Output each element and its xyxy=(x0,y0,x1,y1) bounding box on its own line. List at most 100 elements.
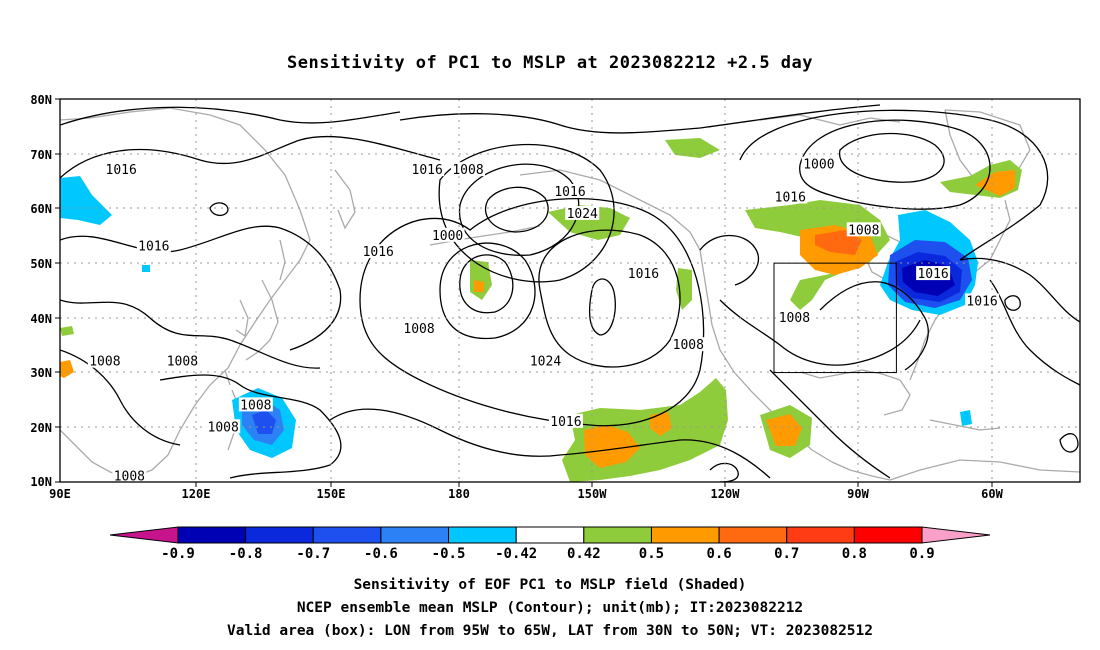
contour-arctic-1 xyxy=(60,106,401,126)
contour-label-text: 1016 xyxy=(628,267,659,282)
shade-pos-japan xyxy=(60,326,74,336)
shade-pos-mexico-orange xyxy=(766,414,802,446)
contour-label-text: 1016 xyxy=(363,245,394,260)
colorbar-legend: -0.9 -0.8 -0.7 -0.6 -0.5 -0.42 0.42 0.5 0.6 0.7 0.… xyxy=(109,526,991,562)
coast-sakhalin xyxy=(279,239,286,281)
lon-label: 180 xyxy=(448,487,470,501)
contour-arctic-low-1000 xyxy=(839,132,945,183)
coast-central-america xyxy=(831,461,891,481)
lat-label: 70N xyxy=(30,148,52,162)
contour-east-asia-3 xyxy=(159,374,342,479)
lon-label: 90E xyxy=(49,487,71,501)
contour-atlantic-1016-a xyxy=(959,257,1080,323)
contour-label: 1008 xyxy=(87,353,122,370)
colorbar-segments xyxy=(177,526,923,544)
shade-pos-central-pacific-orange xyxy=(584,425,640,468)
longitude-axis: 90E 120E 150E 180 150W 120W 90W 60W xyxy=(49,482,1004,501)
contour-label-text: 1008 xyxy=(452,163,483,178)
coast-south-america xyxy=(889,459,1080,481)
contour-label: 1016 xyxy=(916,266,951,282)
contour-pacific-low-2-1016 xyxy=(439,242,536,340)
shade-neg-small-west xyxy=(142,265,150,272)
contour-label: 1016 xyxy=(136,238,171,255)
colorbar-segment xyxy=(448,526,517,544)
colorbar-tick-label: -0.8 xyxy=(229,546,263,562)
contour-label: 1008 xyxy=(402,320,437,337)
contour-label: 1008 xyxy=(238,397,273,413)
contour-label-text: 1016 xyxy=(917,267,948,282)
contour-label-text: 1008 xyxy=(167,355,198,370)
contour-label-text: 1016 xyxy=(966,294,997,309)
contour-east-asia-2 xyxy=(60,349,181,446)
valid-area-box xyxy=(773,262,897,374)
colorbar-segment xyxy=(515,526,585,544)
coast-alaska xyxy=(519,169,701,251)
contour-label-text: 1008 xyxy=(89,355,120,370)
colorbar-segment xyxy=(583,526,652,544)
contour-label: 1016 xyxy=(773,189,808,205)
contour-east-asia-1 xyxy=(60,299,321,369)
colorbar-tick-label: 0.5 xyxy=(639,546,664,562)
contour-label: 1024 xyxy=(528,353,563,370)
contour-label-text: 1000 xyxy=(803,158,834,173)
lat-label: 20N xyxy=(30,421,52,435)
colorbar-left-tip xyxy=(109,526,179,544)
caption-line-3: Valid area (box): LON from 95W to 65W, L… xyxy=(227,623,873,639)
map-frame xyxy=(59,98,1081,483)
contour-west-coast xyxy=(699,235,760,286)
lat-label: 10N xyxy=(30,475,52,489)
colorbar-segment xyxy=(380,526,450,544)
lat-label: 60N xyxy=(30,202,52,216)
contour-label: 1008 xyxy=(777,309,812,326)
contour-label: 1000 xyxy=(430,227,465,244)
map-plot-area: 1016 1016 1016 1016 1008 1000 1016 1024 1008 1024… xyxy=(59,98,1081,485)
lat-label: 30N xyxy=(30,366,52,380)
contour-arctic-low-1016 xyxy=(739,109,1049,261)
contour-na-trough xyxy=(819,281,929,371)
shade-pos-central-pacific-orange2 xyxy=(650,412,672,436)
contour-siberia-1 xyxy=(60,225,342,351)
caption-line-2: NCEP ensemble mean MSLP (Contour); unit(… xyxy=(297,600,803,616)
lat-label: 40N xyxy=(30,312,52,326)
colorbar-tick-label: 0.42 xyxy=(567,546,601,562)
lon-label: 60W xyxy=(981,487,1003,501)
contour-label: 1016 xyxy=(104,162,139,178)
contour-label: 1024 xyxy=(565,205,600,222)
contour-label: 1008 xyxy=(206,419,241,435)
contour-label: 1016 xyxy=(965,293,1000,309)
colorbar-tick-label: 0.6 xyxy=(706,546,731,562)
contour-label-text: 1008 xyxy=(208,420,239,435)
contour-label-text: 1016 xyxy=(412,163,443,178)
coast-kamchatka xyxy=(334,169,356,230)
colorbar-segment xyxy=(245,526,314,544)
colorbar-tick-label: 0.8 xyxy=(842,546,867,562)
contour-label: 1008 xyxy=(451,162,485,178)
shade-neg-siberia xyxy=(60,176,112,225)
contour-pacific-low-2-1008 xyxy=(459,254,514,314)
contour-pacific-low-1016 xyxy=(438,143,615,283)
mslp-contours xyxy=(60,104,1080,482)
colorbar-right-tip xyxy=(921,526,991,544)
contour-label: 1000 xyxy=(801,156,836,173)
figure-title: Sensitivity of PC1 to MSLP at 2023082212… xyxy=(287,53,813,73)
shade-neg-east-asia-core xyxy=(252,410,276,434)
coast-japan xyxy=(245,279,279,361)
contour-label-text: 1016 xyxy=(554,185,585,200)
contour-arctic-2 xyxy=(60,135,441,179)
lat-label: 50N xyxy=(30,257,52,271)
contour-label: 1008 xyxy=(165,353,200,370)
colorbar-segment xyxy=(312,526,382,544)
contour-pacific-1008-south xyxy=(329,408,771,479)
coast-caribbean xyxy=(929,419,1001,431)
colorbar-segment xyxy=(786,526,855,544)
contour-label-text: 1008 xyxy=(403,322,434,337)
caption-line-1: Sensitivity of EOF PC1 to MSLP field (Sh… xyxy=(354,577,747,593)
coast-taiwan xyxy=(224,369,231,386)
colorbar-tick-label: -0.9 xyxy=(161,546,195,562)
contour-label-text: 1008 xyxy=(114,470,145,485)
contour-label: 1016 xyxy=(553,184,587,200)
contour-label-text: 1000 xyxy=(432,229,463,244)
contour-label: 1008 xyxy=(671,337,706,353)
colorbar-tick-label: -0.6 xyxy=(364,546,398,562)
